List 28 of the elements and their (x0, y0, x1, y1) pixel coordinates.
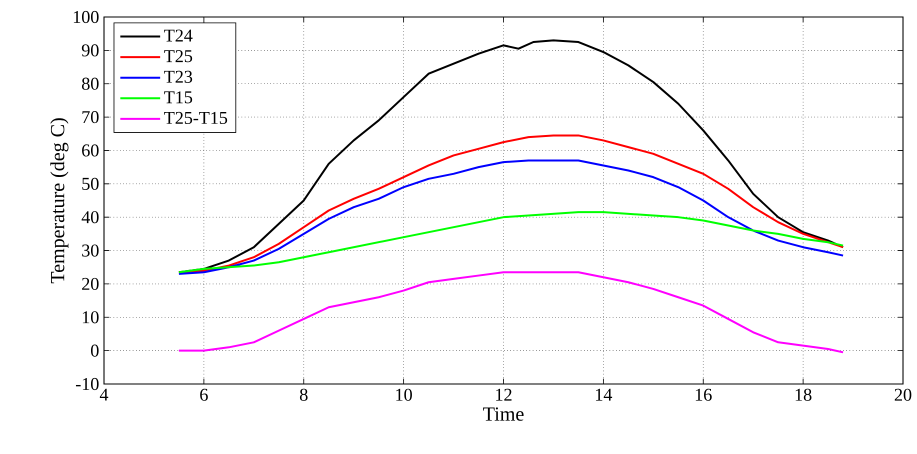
legend-label: T25-T15 (164, 112, 228, 124)
y-axis-title: Temperature (deg C) (50, 118, 68, 284)
y-tick-label: 20 (82, 278, 99, 290)
y-tick-label: 50 (82, 178, 99, 190)
x-tick-label: 12 (496, 388, 512, 401)
x-tick-label: 18 (796, 388, 812, 401)
y-tick-label: 10 (82, 311, 99, 324)
y-tick-label: -10 (76, 378, 99, 390)
x-tick-label: 16 (696, 388, 712, 401)
x-tick-label: 6 (200, 388, 208, 401)
x-axis-title: Time (483, 407, 524, 421)
y-tick-label: 90 (82, 44, 99, 56)
y-tick-label: 70 (82, 111, 99, 124)
x-tick-label: 8 (300, 388, 308, 401)
legend-label: T25 (164, 50, 192, 62)
legend-label: T23 (164, 70, 192, 83)
y-tick-label: 40 (82, 211, 99, 224)
x-tick-label: 4 (100, 388, 108, 401)
legend-label: T24 (164, 30, 193, 42)
y-tick-label: 30 (82, 244, 99, 257)
y-tick-label: 0 (90, 344, 99, 357)
x-tick-label: 20 (894, 388, 912, 401)
y-tick-label: 80 (82, 78, 99, 90)
x-tick-label: 14 (596, 388, 612, 401)
y-tick-label: 60 (82, 144, 99, 157)
x-tick-label: 10 (396, 388, 412, 401)
legend-label: T15 (164, 91, 192, 104)
y-tick-label: 100 (74, 10, 99, 24)
